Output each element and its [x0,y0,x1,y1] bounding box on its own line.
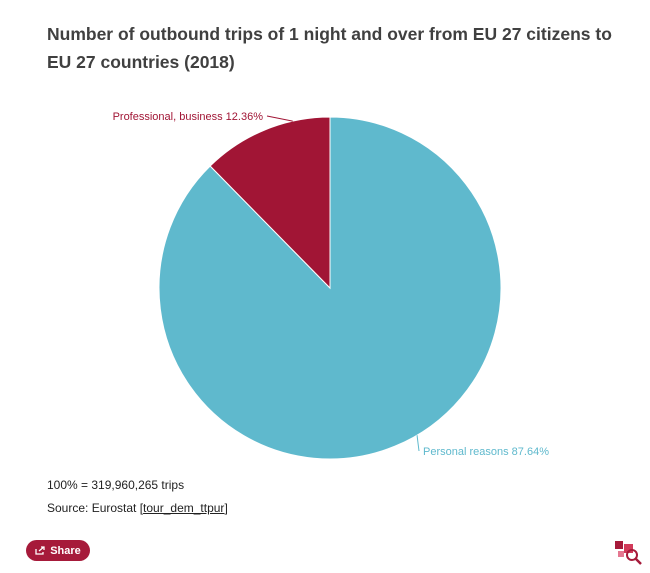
slice-label: Personal reasons 87.64% [423,446,549,458]
share-icon [35,546,45,555]
source-prefix: Source: Eurostat [ [47,501,144,515]
source-note: Source: Eurostat [tour_dem_ttpur] [47,501,228,515]
share-button[interactable]: Share [26,540,90,561]
pie-slice-professional-business[interactable] [209,116,331,290]
source-code-link[interactable]: tour_dem_ttpur [143,501,225,515]
eurostat-logo-icon[interactable] [612,538,644,566]
source-suffix: ] [224,501,228,515]
total-note: 100% = 319,960,265 trips [47,478,185,492]
slice-label: Professional, business 12.36% [113,111,264,123]
share-label: Share [50,544,81,557]
label-connector [266,115,293,122]
chart-title: Number of outbound trips of 1 night and … [47,24,612,72]
label-connector [416,435,420,452]
